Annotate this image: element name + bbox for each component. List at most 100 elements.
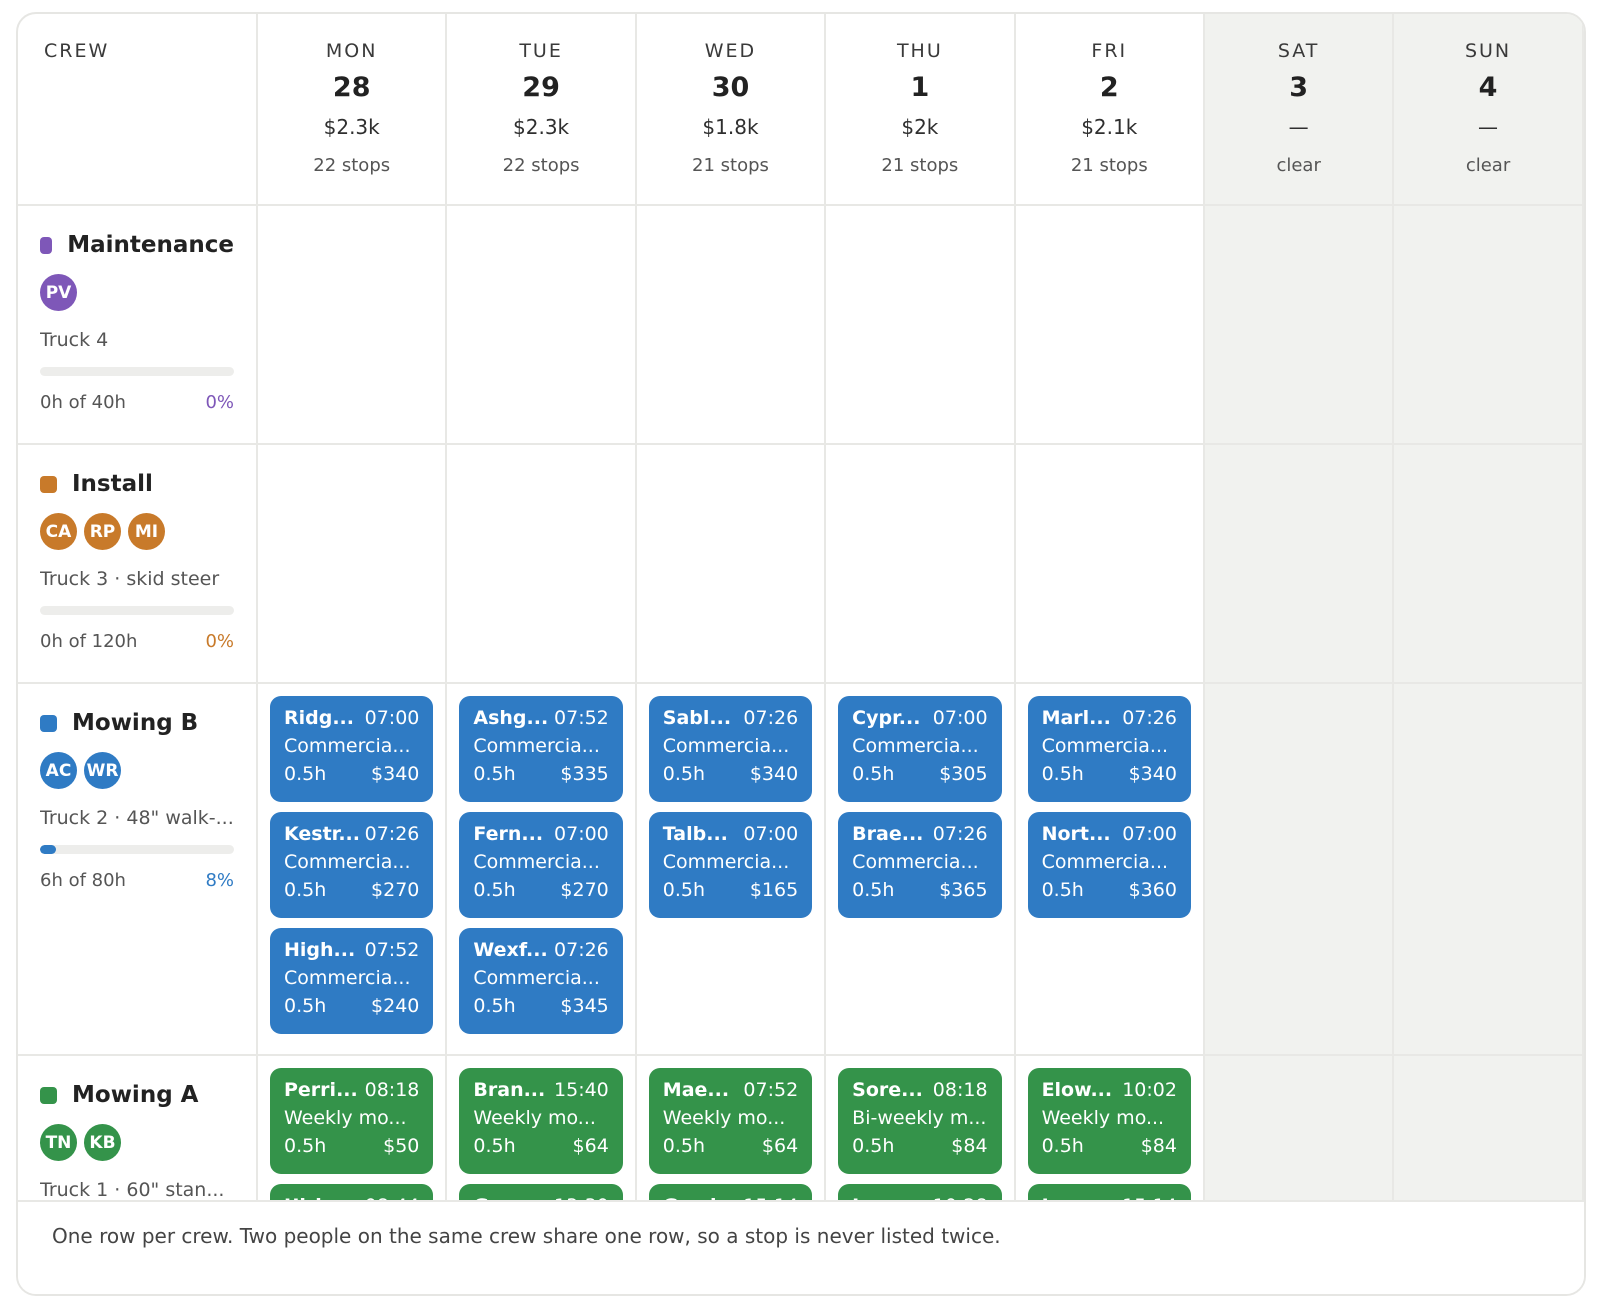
day-revenue: $2k	[901, 115, 939, 139]
day-header-sun[interactable]: SUN 4 — clear	[1394, 14, 1584, 206]
job-price: $335	[560, 763, 609, 785]
job-card[interactable]: Fern... 07:00 Commercia... 0.5h $270	[459, 812, 623, 918]
crew-info-mowing-b[interactable]: Mowing B AC WR Truck 2 · 48" walk-... 6h of …	[18, 684, 258, 1056]
job-time: 07:00	[743, 823, 799, 845]
day-number: 4	[1478, 72, 1498, 103]
crew-vehicle: Truck 4	[40, 329, 109, 351]
day-header-mon[interactable]: MON 28 $2.3k 22 stops	[258, 14, 448, 206]
crew-info-install[interactable]: Install CA RP MI Truck 3 · skid steer 0h of 1…	[18, 445, 258, 684]
utilization-percent: 0%	[205, 392, 234, 413]
job-header: Cypr... 07:00	[852, 704, 987, 732]
day-cell[interactable]	[447, 206, 637, 445]
job-duration: 0.5h	[852, 1135, 895, 1157]
day-cell[interactable]: Ashg... 07:52 Commercia... 0.5h $335 Fern... 0…	[447, 684, 637, 1056]
job-name: Kestr...	[284, 823, 360, 845]
day-stops: 21 stops	[692, 155, 769, 176]
job-card[interactable]: Brae... 07:26 Commercia... 0.5h $365	[838, 812, 1002, 918]
crew-column-header: CREW	[18, 14, 258, 206]
day-cell[interactable]	[1394, 684, 1584, 1056]
job-description: Weekly mo...	[662, 1107, 786, 1129]
job-time: 07:26	[554, 939, 609, 961]
day-cell[interactable]	[1015, 445, 1205, 684]
job-description: Commercia...	[852, 851, 979, 873]
utilization-bar	[40, 606, 234, 615]
day-cell[interactable]: Sabl... 07:26 Commercia... 0.5h $340 Talb... 0…	[636, 684, 827, 1056]
job-card[interactable]: High... 07:52 Commercia... 0.5h $240	[270, 928, 434, 1034]
job-price: $240	[371, 995, 420, 1017]
day-cell[interactable]	[1204, 445, 1395, 684]
job-name: Cypr...	[852, 707, 921, 729]
day-of-week: TUE	[519, 40, 563, 62]
day-cell[interactable]: Ridg... 07:00 Commercia... 0.5h $340 Kestr...…	[258, 684, 448, 1056]
day-cell[interactable]	[1394, 206, 1584, 445]
job-card[interactable]: Talb... 07:00 Commercia... 0.5h $165	[648, 812, 813, 918]
day-cell[interactable]: Cypr... 07:00 Commercia... 0.5h $305 Brae... 0…	[826, 684, 1016, 1056]
day-cell[interactable]	[1394, 1056, 1584, 1226]
job-name: Talb...	[662, 823, 728, 845]
job-price: $84	[1140, 1135, 1177, 1157]
job-card[interactable]: Bran... 15:40 Weekly mo... 0.5h $64	[459, 1068, 623, 1174]
job-card[interactable]: Kestr... 07:26 Commercia... 0.5h $270	[270, 812, 434, 918]
day-cell[interactable]	[636, 445, 827, 684]
job-duration: 0.5h	[473, 1135, 516, 1157]
crew-members: PV	[40, 274, 234, 311]
job-card[interactable]: Nort... 07:00 Commercia... 0.5h $360	[1027, 812, 1191, 918]
job-time: 07:00	[554, 823, 609, 845]
job-card[interactable]: Sore... 08:18 Bi-weekly m... 0.5h $84	[838, 1068, 1002, 1174]
day-header-wed[interactable]: WED 30 $1.8k 21 stops	[636, 14, 827, 206]
job-price: $64	[572, 1135, 609, 1157]
avatar[interactable]: CA	[40, 513, 77, 550]
job-description: Commercia...	[473, 967, 600, 989]
job-header: Ashg... 07:52	[473, 704, 608, 732]
day-header-sat[interactable]: SAT 3 — clear	[1204, 14, 1395, 206]
job-card[interactable]: Cypr... 07:00 Commercia... 0.5h $305	[838, 696, 1002, 802]
day-cell[interactable]	[1204, 206, 1395, 445]
crew-name: Mowing B	[40, 710, 234, 736]
avatar[interactable]: MI	[128, 513, 165, 550]
day-cell[interactable]	[1204, 684, 1395, 1056]
day-cell[interactable]	[826, 445, 1016, 684]
job-footer: 0.5h $340	[663, 760, 798, 788]
avatar[interactable]: TN	[40, 1124, 77, 1161]
job-price: $64	[761, 1135, 799, 1157]
job-card[interactable]: Mae... 07:52 Weekly mo... 0.5h $64	[648, 1068, 813, 1174]
job-header: Nort... 07:00	[1042, 820, 1177, 848]
avatar[interactable]: WR	[84, 752, 121, 789]
crew-color-swatch	[40, 714, 57, 732]
crew-name-label: Mowing B	[72, 710, 199, 736]
avatar[interactable]: RP	[84, 513, 121, 550]
job-header: Kestr... 07:26	[284, 820, 419, 848]
day-cell[interactable]	[258, 445, 448, 684]
job-header: Sore... 08:18	[852, 1076, 987, 1104]
day-cell[interactable]	[1394, 445, 1584, 684]
day-cell[interactable]	[258, 206, 448, 445]
day-cell[interactable]	[447, 445, 637, 684]
avatar[interactable]: PV	[40, 274, 77, 311]
job-card[interactable]: Wexf... 07:26 Commercia... 0.5h $345	[459, 928, 623, 1034]
crew-info-maintenance[interactable]: Maintenance PV Truck 4 0h of 40h 0%	[18, 206, 258, 445]
avatar[interactable]: KB	[84, 1124, 121, 1161]
day-stops: clear	[1276, 155, 1321, 176]
job-price: $365	[939, 879, 988, 901]
job-card[interactable]: Sabl... 07:26 Commercia... 0.5h $340	[648, 696, 813, 802]
job-duration: 0.5h	[284, 995, 327, 1017]
day-header-tue[interactable]: TUE 29 $2.3k 22 stops	[447, 14, 637, 206]
job-card[interactable]: Marl... 07:26 Commercia... 0.5h $340	[1027, 696, 1191, 802]
job-description: Bi-weekly m...	[852, 1107, 987, 1129]
day-header-thu[interactable]: THU 1 $2k 21 stops	[826, 14, 1016, 206]
job-card[interactable]: Ashg... 07:52 Commercia... 0.5h $335	[459, 696, 623, 802]
day-cell[interactable]	[636, 206, 827, 445]
day-cell[interactable]: Marl... 07:26 Commercia... 0.5h $340 Nort... 0…	[1015, 684, 1205, 1056]
day-cell[interactable]	[826, 206, 1016, 445]
day-cell[interactable]	[1204, 1056, 1395, 1226]
day-number: 2	[1099, 72, 1119, 103]
job-card[interactable]: Ridg... 07:00 Commercia... 0.5h $340	[270, 696, 434, 802]
job-duration: 0.5h	[284, 763, 327, 785]
day-cell[interactable]	[1015, 206, 1205, 445]
avatar[interactable]: AC	[40, 752, 77, 789]
day-number: 30	[711, 72, 750, 103]
day-header-fri[interactable]: FRI 2 $2.1k 21 stops	[1015, 14, 1205, 206]
job-card[interactable]: Elow... 10:02 Weekly mo... 0.5h $84	[1027, 1068, 1191, 1174]
job-card[interactable]: Perri... 08:18 Weekly mo... 0.5h $50	[270, 1068, 434, 1174]
job-time: 07:52	[364, 939, 420, 961]
